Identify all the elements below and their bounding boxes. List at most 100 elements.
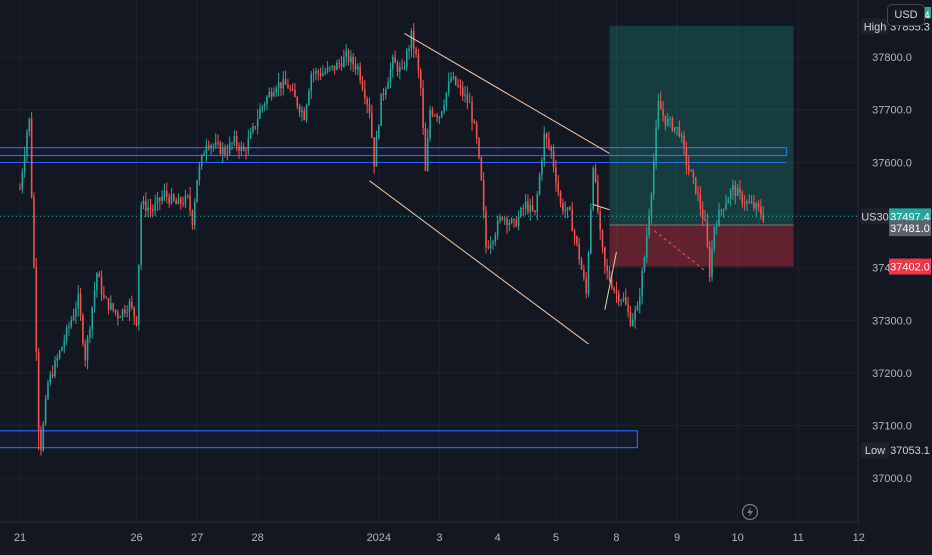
candle-body <box>366 98 368 105</box>
candle-body <box>629 311 632 326</box>
candle-body <box>515 220 518 227</box>
candle-body <box>401 67 403 69</box>
candle-body <box>359 66 361 81</box>
candle-body <box>298 106 301 113</box>
price-tick-label: 37100.0 <box>872 421 912 433</box>
candle-body <box>121 309 124 318</box>
candle-body <box>443 104 445 112</box>
candle-body <box>338 62 341 64</box>
candle-body <box>597 181 599 212</box>
low-label-tag-bg <box>861 442 889 459</box>
candle-body <box>718 210 720 226</box>
candle-body <box>128 301 131 313</box>
candle-body <box>40 429 42 451</box>
candle-body <box>485 211 487 247</box>
candle-body <box>182 203 184 205</box>
candle-body <box>268 92 271 98</box>
low-label-value: 37053.1 <box>890 445 930 457</box>
candle-body <box>417 54 420 71</box>
candle-body <box>473 121 476 124</box>
candle-body <box>282 79 285 89</box>
candle-body <box>468 102 471 104</box>
candle-body <box>373 137 375 167</box>
candle-body <box>156 197 159 204</box>
candle-body <box>42 423 45 451</box>
candle-body <box>110 303 112 310</box>
channel-break-line <box>593 204 610 211</box>
candle-body <box>412 30 415 49</box>
candle-body <box>392 57 394 70</box>
candle-body <box>315 70 317 74</box>
candle-body <box>715 225 718 228</box>
price-tick-label: 37700.0 <box>872 105 912 117</box>
candle-body <box>261 106 264 109</box>
time-tick-label: 27 <box>191 532 203 544</box>
candle-body <box>249 131 252 139</box>
candle-body <box>529 204 532 212</box>
candle-body <box>140 205 142 265</box>
price-axis: 37000.037100.037200.037300.037400.037500… <box>857 0 932 550</box>
candle-body <box>103 294 105 298</box>
candle-body <box>694 177 697 194</box>
candle-body <box>620 300 622 302</box>
candle-body <box>659 100 662 110</box>
candle-body <box>329 67 331 69</box>
candle-body <box>56 357 59 361</box>
candle-body <box>746 201 748 204</box>
candle-body <box>142 200 145 206</box>
position-path-line <box>654 230 705 271</box>
candle-body <box>184 195 187 205</box>
candle-body <box>739 188 741 193</box>
candle-body <box>631 319 634 326</box>
price-tick-label: 37200.0 <box>872 368 912 380</box>
candle-body <box>645 235 648 258</box>
currency-button[interactable]: USD <box>887 4 925 26</box>
candle-body <box>138 264 140 326</box>
price-axis-bg <box>858 0 932 550</box>
candle-body <box>431 110 434 116</box>
candle-body <box>594 167 597 182</box>
candle-body <box>482 179 485 212</box>
candle-body <box>277 81 280 89</box>
candle-body <box>666 118 669 126</box>
stop-label-value: 37402.0 <box>890 262 930 274</box>
lightning-icon[interactable] <box>741 503 759 521</box>
candle-body <box>212 145 215 147</box>
candle-body <box>447 81 450 93</box>
candle-body <box>382 93 385 96</box>
candle-body <box>422 87 424 128</box>
candle-body <box>124 309 126 314</box>
candle-body <box>685 147 688 166</box>
candle-body <box>611 279 613 289</box>
candle-body <box>760 206 762 215</box>
candle-body <box>361 80 364 90</box>
time-tick-label: 11 <box>793 532 804 544</box>
candle-body <box>364 89 366 99</box>
candle-body <box>79 293 82 316</box>
price-tick-label: 37000.0 <box>872 473 912 485</box>
candle-body <box>699 194 702 209</box>
candle-body <box>732 185 734 191</box>
candle-body <box>326 67 329 72</box>
candle-body <box>608 270 611 280</box>
candle-body <box>270 92 273 97</box>
candle-body <box>622 297 625 301</box>
candle-body <box>457 84 459 87</box>
candle-body <box>189 195 191 211</box>
candle-body <box>625 297 627 305</box>
candle-body <box>280 81 282 89</box>
candle-body <box>503 218 506 220</box>
candle-body <box>403 67 406 69</box>
candle-body <box>58 350 61 358</box>
candle-body <box>205 145 208 154</box>
candle-body <box>336 62 338 71</box>
candle-body <box>63 340 66 348</box>
candle-body <box>734 185 737 196</box>
channel-lower-line <box>369 180 589 345</box>
candle-body <box>634 310 636 320</box>
candle-body <box>312 73 315 75</box>
low-label-tag: Low <box>865 445 885 457</box>
time-tick-label: 10 <box>732 532 744 544</box>
